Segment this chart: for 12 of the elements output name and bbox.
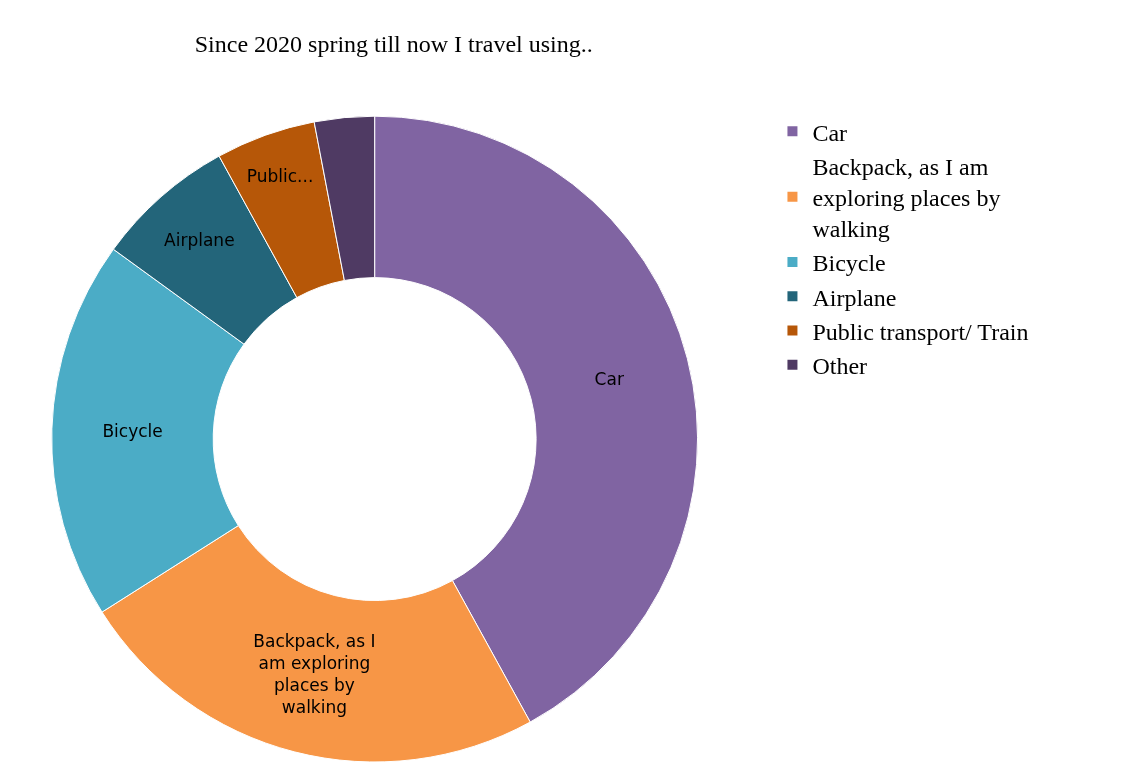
data-label: Airplane (164, 230, 235, 251)
data-label: Bicycle (102, 421, 163, 442)
legend-label: Backpack, as I am exploring places by walking (812, 153, 1001, 243)
data-label: Car (594, 368, 624, 389)
legend-label: Airplane (812, 284, 897, 311)
data-label: Backpack, as I am exploring places by walking (253, 630, 376, 717)
legend-label: Car (812, 119, 848, 146)
chart-title: Since 2020 spring till now I travel using.. (194, 30, 593, 57)
legend-label: Other (812, 353, 868, 379)
data-label: Public... (246, 166, 314, 187)
legend-label: Public transport/ Train (812, 318, 1029, 345)
legend-label: Bicycle (812, 250, 886, 277)
